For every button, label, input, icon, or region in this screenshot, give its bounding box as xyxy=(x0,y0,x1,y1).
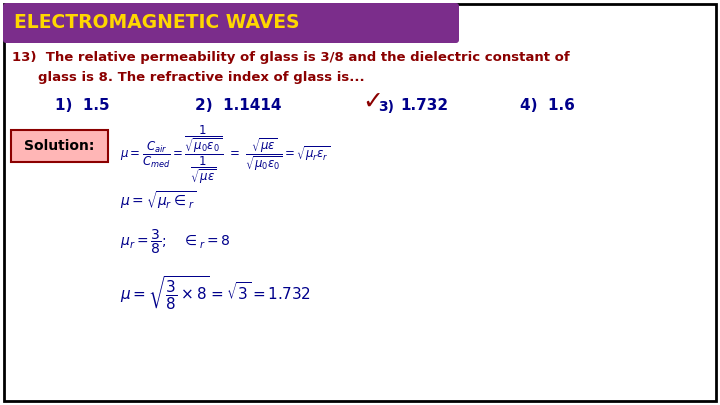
Text: $\mu = \sqrt{\dfrac{3}{8} \times 8} = \sqrt{3} = 1.732$: $\mu = \sqrt{\dfrac{3}{8} \times 8} = \s… xyxy=(120,274,311,312)
Text: $\mu = \dfrac{C_{air}}{C_{med}} = \dfrac{\dfrac{1}{\sqrt{\mu_0\epsilon_0}}}{\dfr: $\mu = \dfrac{C_{air}}{C_{med}} = \dfrac… xyxy=(120,124,330,186)
Text: 13)  The relative permeability of glass is 3/8 and the dielectric constant of: 13) The relative permeability of glass i… xyxy=(12,51,570,64)
Text: glass is 8. The refractive index of glass is...: glass is 8. The refractive index of glas… xyxy=(38,70,364,83)
Text: 1.732: 1.732 xyxy=(400,98,448,113)
FancyBboxPatch shape xyxy=(3,3,459,43)
Text: $\mu = \sqrt{\mu_r \in_r}$: $\mu = \sqrt{\mu_r \in_r}$ xyxy=(120,189,196,211)
Text: Solution:: Solution: xyxy=(24,139,94,153)
Text: 2)  1.1414: 2) 1.1414 xyxy=(195,98,282,113)
Text: 3): 3) xyxy=(378,100,394,114)
Text: ELECTROMAGNETIC WAVES: ELECTROMAGNETIC WAVES xyxy=(14,13,300,32)
Text: 4)  1.6: 4) 1.6 xyxy=(520,98,575,113)
Text: ✓: ✓ xyxy=(362,90,383,114)
Text: 1)  1.5: 1) 1.5 xyxy=(55,98,109,113)
FancyBboxPatch shape xyxy=(11,130,108,162)
Text: $\mu_r = \dfrac{3}{8}$$;\quad \in_r = 8$: $\mu_r = \dfrac{3}{8}$$;\quad \in_r = 8$ xyxy=(120,228,231,256)
